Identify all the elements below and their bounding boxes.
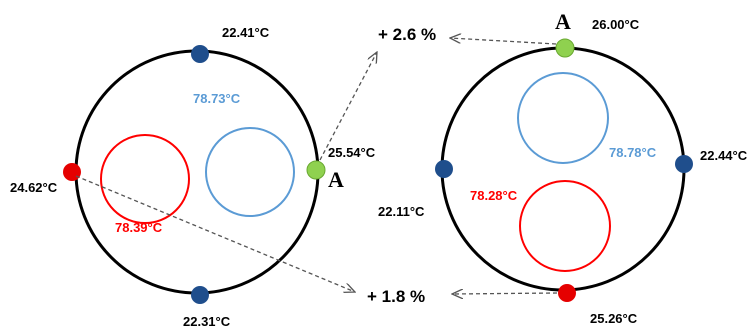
lower-increase-label: + 1.8 % <box>367 287 425 306</box>
left-point-a-label: A <box>328 167 344 192</box>
upper-increase-label: + 2.6 % <box>378 25 436 44</box>
right-red-inner-circle <box>519 180 611 272</box>
right-right-sensor-label: 22.44°C <box>700 148 748 163</box>
left-blue-inner-circle <box>205 127 295 217</box>
right-outer-circle <box>440 46 686 292</box>
right-red-temp-label: 78.28°C <box>470 188 518 203</box>
left-left-sensor-dot <box>63 163 81 181</box>
left-bottom-sensor-label: 22.31°C <box>183 314 231 329</box>
left-diagram: 22.41°C 78.73°C 25.54°C A 24.62°C 78.39°… <box>10 25 376 329</box>
right-left-sensor-label: 22.11°C <box>378 204 425 219</box>
left-blue-temp-label: 78.73°C <box>193 91 241 106</box>
right-bottom-sensor-dot <box>558 284 576 302</box>
arrow-right-red-to-lower-pct <box>452 293 558 294</box>
right-top-sensor-label: 26.00°C <box>592 17 640 32</box>
left-left-sensor-label: 24.62°C <box>10 180 58 195</box>
right-blue-temp-label: 78.78°C <box>609 145 657 160</box>
left-bottom-sensor-dot <box>191 286 209 304</box>
right-right-sensor-dot <box>675 155 693 173</box>
left-right-sensor-label: 25.54°C <box>328 145 376 160</box>
comparison-arrows <box>75 38 558 294</box>
left-right-sensor-dot <box>306 160 326 180</box>
left-top-sensor-dot <box>191 45 209 63</box>
right-bottom-sensor-label: 25.26°C <box>590 311 638 326</box>
right-point-a-label: A <box>555 9 571 34</box>
left-red-temp-label: 78.39°C <box>115 220 163 235</box>
right-diagram: A 26.00°C 78.78°C 22.44°C 78.28°C 22.11°… <box>378 9 748 326</box>
left-outer-circle <box>74 49 320 295</box>
right-blue-inner-circle <box>517 72 609 164</box>
arrow-left-red-to-lower-pct <box>75 175 355 292</box>
arrow-right-a-to-upper-pct <box>450 38 557 45</box>
right-left-sensor-dot <box>435 160 453 178</box>
left-red-inner-circle <box>100 134 190 224</box>
arrow-left-a-to-upper-pct <box>319 52 377 161</box>
right-top-sensor-dot <box>555 38 575 58</box>
left-top-sensor-label: 22.41°C <box>222 25 270 40</box>
